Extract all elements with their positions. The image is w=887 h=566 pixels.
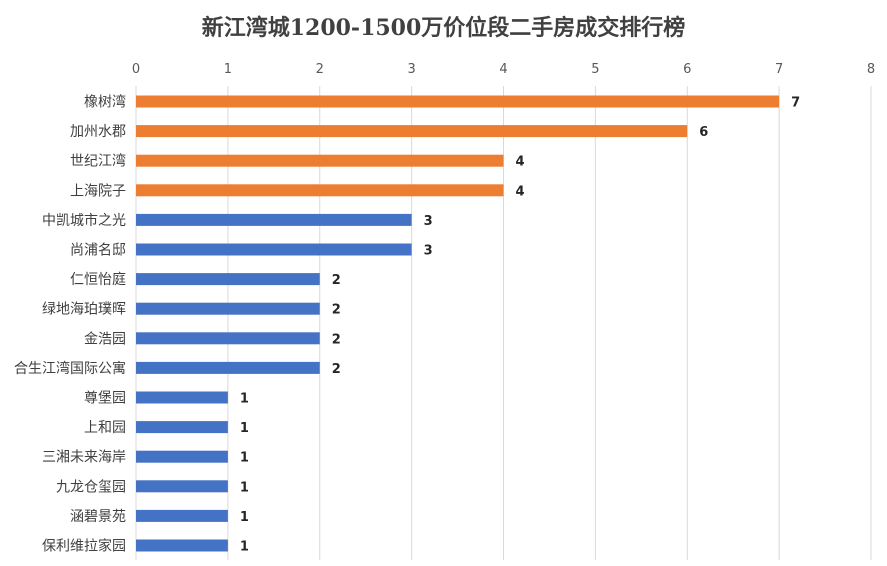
data-label: 1 [240,392,249,407]
bar [136,243,412,256]
category-label: 金浩园 [84,331,126,347]
x-tick-label: 6 [683,62,691,77]
bar [136,273,320,286]
category-label: 保利维拉家园 [42,538,126,555]
bar [136,154,504,167]
data-label: 6 [699,125,708,140]
data-label: 2 [332,362,341,377]
category-label: 三湘未来海岸 [42,450,126,466]
data-label: 4 [516,184,525,199]
x-tick-label: 4 [499,62,507,77]
category-label: 中凯城市之光 [42,212,126,229]
chart-title: 新江湾城1200-1500万价位段二手房成交排行榜 [201,15,686,41]
x-tick-label: 2 [316,62,324,77]
bar [136,421,228,434]
category-label: 加州水郡 [70,124,126,140]
bar [136,450,228,463]
bar [136,361,320,374]
category-label: 仁恒怡庭 [70,271,126,288]
x-tick-label: 5 [591,62,599,77]
data-label: 7 [791,96,800,111]
data-label: 4 [516,155,525,170]
bar [136,332,320,345]
category-label: 尊堡园 [84,390,126,407]
data-label: 3 [424,244,433,259]
data-label: 2 [332,273,341,288]
data-label: 2 [332,303,341,318]
bar [136,509,228,522]
data-label: 1 [240,480,249,495]
category-label: 尚浦名邸 [70,243,126,259]
x-tick-label: 1 [224,62,232,77]
bar [136,480,228,493]
bar [136,539,228,552]
category-label: 上和园 [84,420,126,436]
x-tick-label: 8 [867,62,875,77]
category-label: 绿地海珀璞晖 [42,302,126,318]
data-label: 1 [240,510,249,525]
category-label: 合生江湾国际公寓 [14,360,126,377]
bar [136,213,412,226]
x-tick-label: 0 [132,62,140,77]
x-tick-label: 7 [775,62,783,77]
category-label: 九龙仓玺园 [56,479,126,495]
bar [136,95,780,108]
data-label: 2 [332,332,341,347]
category-label: 橡树湾 [84,94,126,111]
bar [136,184,504,197]
x-tick-label: 3 [407,62,415,77]
category-label: 涵碧景苑 [70,509,126,525]
bar [136,125,688,138]
data-label: 3 [424,214,433,229]
data-label: 1 [240,540,249,555]
data-label: 1 [240,451,249,466]
category-label: 世纪江湾 [70,153,126,170]
category-label: 上海院子 [70,183,126,199]
bar [136,391,228,404]
data-label: 1 [240,421,249,436]
bar [136,302,320,315]
